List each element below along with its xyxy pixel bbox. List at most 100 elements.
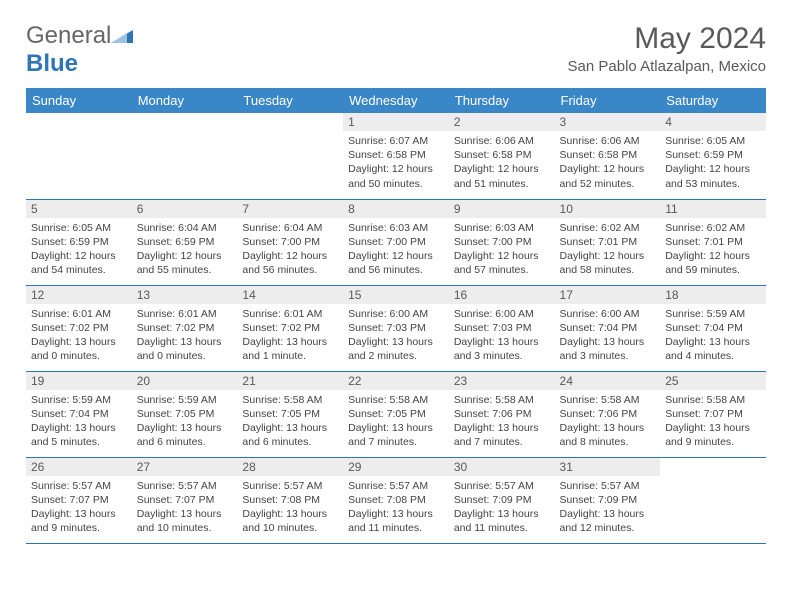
brand-word1: General <box>26 22 111 49</box>
day-info-line: Sunset: 7:02 PM <box>31 321 127 335</box>
day-info: Sunrise: 5:58 AMSunset: 7:05 PMDaylight:… <box>343 390 449 453</box>
week-row: 12Sunrise: 6:01 AMSunset: 7:02 PMDayligh… <box>26 285 766 371</box>
day-cell: 20Sunrise: 5:59 AMSunset: 7:05 PMDayligh… <box>132 371 238 457</box>
day-info-line: Daylight: 12 hours <box>31 249 127 263</box>
day-info-line: Daylight: 13 hours <box>454 421 550 435</box>
day-info-line: and 55 minutes. <box>137 263 233 277</box>
day-info-line: Daylight: 12 hours <box>454 249 550 263</box>
day-number: 22 <box>343 372 449 390</box>
day-info: Sunrise: 6:01 AMSunset: 7:02 PMDaylight:… <box>237 304 343 367</box>
day-info-line: Sunset: 6:59 PM <box>31 235 127 249</box>
day-info-line: Daylight: 13 hours <box>242 421 338 435</box>
day-cell: 16Sunrise: 6:00 AMSunset: 7:03 PMDayligh… <box>449 285 555 371</box>
day-cell <box>132 113 238 199</box>
day-info-line: Sunrise: 5:57 AM <box>242 479 338 493</box>
day-cell: 15Sunrise: 6:00 AMSunset: 7:03 PMDayligh… <box>343 285 449 371</box>
day-info-line: Sunset: 7:08 PM <box>242 493 338 507</box>
day-number: 27 <box>132 458 238 476</box>
day-info: Sunrise: 5:57 AMSunset: 7:08 PMDaylight:… <box>237 476 343 539</box>
day-info: Sunrise: 6:01 AMSunset: 7:02 PMDaylight:… <box>132 304 238 367</box>
day-cell: 23Sunrise: 5:58 AMSunset: 7:06 PMDayligh… <box>449 371 555 457</box>
day-info: Sunrise: 6:01 AMSunset: 7:02 PMDaylight:… <box>26 304 132 367</box>
day-cell: 2Sunrise: 6:06 AMSunset: 6:58 PMDaylight… <box>449 113 555 199</box>
weekday-sat: Saturday <box>660 88 766 113</box>
day-number: 23 <box>449 372 555 390</box>
day-info-line: Sunset: 6:59 PM <box>665 148 761 162</box>
day-info: Sunrise: 6:04 AMSunset: 6:59 PMDaylight:… <box>132 218 238 281</box>
day-info-line: Daylight: 13 hours <box>348 507 444 521</box>
day-info-line: and 6 minutes. <box>137 435 233 449</box>
day-info-line: Sunset: 6:58 PM <box>454 148 550 162</box>
day-info: Sunrise: 5:58 AMSunset: 7:06 PMDaylight:… <box>555 390 661 453</box>
day-number: 9 <box>449 200 555 218</box>
day-cell: 22Sunrise: 5:58 AMSunset: 7:05 PMDayligh… <box>343 371 449 457</box>
day-info: Sunrise: 5:58 AMSunset: 7:07 PMDaylight:… <box>660 390 766 453</box>
day-info: Sunrise: 6:05 AMSunset: 6:59 PMDaylight:… <box>26 218 132 281</box>
day-info: Sunrise: 6:03 AMSunset: 7:00 PMDaylight:… <box>343 218 449 281</box>
day-info-line: and 7 minutes. <box>348 435 444 449</box>
day-info-line: Sunset: 7:00 PM <box>242 235 338 249</box>
day-info-line: and 8 minutes. <box>560 435 656 449</box>
day-info-line: Daylight: 12 hours <box>560 162 656 176</box>
day-info-line: Daylight: 13 hours <box>242 335 338 349</box>
day-info-line: Daylight: 12 hours <box>560 249 656 263</box>
location-text: San Pablo Atlazalpan, Mexico <box>568 58 766 75</box>
day-cell: 12Sunrise: 6:01 AMSunset: 7:02 PMDayligh… <box>26 285 132 371</box>
day-cell <box>660 457 766 543</box>
day-info-line: Sunrise: 6:06 AM <box>560 134 656 148</box>
month-title: May 2024 <box>568 22 766 56</box>
day-number: 16 <box>449 286 555 304</box>
day-info-line: and 9 minutes. <box>31 521 127 535</box>
day-info-line: Sunset: 7:03 PM <box>348 321 444 335</box>
brand-word2: Blue <box>26 50 78 77</box>
day-number: 14 <box>237 286 343 304</box>
day-info: Sunrise: 5:57 AMSunset: 7:08 PMDaylight:… <box>343 476 449 539</box>
day-info-line: Daylight: 13 hours <box>560 507 656 521</box>
day-info <box>26 117 132 123</box>
day-number: 31 <box>555 458 661 476</box>
day-cell: 25Sunrise: 5:58 AMSunset: 7:07 PMDayligh… <box>660 371 766 457</box>
day-number: 6 <box>132 200 238 218</box>
weekday-sun: Sunday <box>26 88 132 113</box>
day-info-line: and 6 minutes. <box>242 435 338 449</box>
day-info-line: Sunset: 7:04 PM <box>560 321 656 335</box>
day-info-line: Daylight: 13 hours <box>137 421 233 435</box>
day-info-line: Sunrise: 5:57 AM <box>348 479 444 493</box>
day-number: 15 <box>343 286 449 304</box>
day-cell: 13Sunrise: 6:01 AMSunset: 7:02 PMDayligh… <box>132 285 238 371</box>
brand-logo: GeneralBlue <box>26 22 133 78</box>
day-info-line: Sunrise: 6:01 AM <box>242 307 338 321</box>
day-info-line: Daylight: 13 hours <box>348 335 444 349</box>
day-number: 20 <box>132 372 238 390</box>
weekday-mon: Monday <box>132 88 238 113</box>
day-info-line: Daylight: 12 hours <box>665 162 761 176</box>
day-info: Sunrise: 5:57 AMSunset: 7:09 PMDaylight:… <box>555 476 661 539</box>
day-info-line: Daylight: 13 hours <box>31 507 127 521</box>
header: GeneralBlue May 2024 San Pablo Atlazalpa… <box>26 22 766 78</box>
day-info-line: Daylight: 12 hours <box>137 249 233 263</box>
day-info-line: Sunset: 7:02 PM <box>137 321 233 335</box>
day-info-line: Daylight: 13 hours <box>137 507 233 521</box>
day-info-line: and 2 minutes. <box>348 349 444 363</box>
day-info-line: and 3 minutes. <box>454 349 550 363</box>
day-info-line: Sunset: 7:07 PM <box>31 493 127 507</box>
day-number: 5 <box>26 200 132 218</box>
day-info <box>237 117 343 123</box>
day-number: 3 <box>555 113 661 131</box>
day-info-line: Daylight: 13 hours <box>560 421 656 435</box>
brand-triangle-icon <box>111 22 133 50</box>
day-info-line: and 3 minutes. <box>560 349 656 363</box>
day-info-line: and 53 minutes. <box>665 177 761 191</box>
day-info: Sunrise: 5:59 AMSunset: 7:04 PMDaylight:… <box>660 304 766 367</box>
day-info-line: Daylight: 12 hours <box>348 249 444 263</box>
day-info-line: and 9 minutes. <box>665 435 761 449</box>
day-cell: 19Sunrise: 5:59 AMSunset: 7:04 PMDayligh… <box>26 371 132 457</box>
day-cell: 8Sunrise: 6:03 AMSunset: 7:00 PMDaylight… <box>343 199 449 285</box>
day-info-line: and 10 minutes. <box>242 521 338 535</box>
day-info-line: Sunset: 7:01 PM <box>560 235 656 249</box>
day-info: Sunrise: 6:00 AMSunset: 7:03 PMDaylight:… <box>449 304 555 367</box>
day-info-line: Daylight: 12 hours <box>665 249 761 263</box>
day-number: 4 <box>660 113 766 131</box>
day-info-line: Sunset: 7:05 PM <box>242 407 338 421</box>
day-cell: 30Sunrise: 5:57 AMSunset: 7:09 PMDayligh… <box>449 457 555 543</box>
